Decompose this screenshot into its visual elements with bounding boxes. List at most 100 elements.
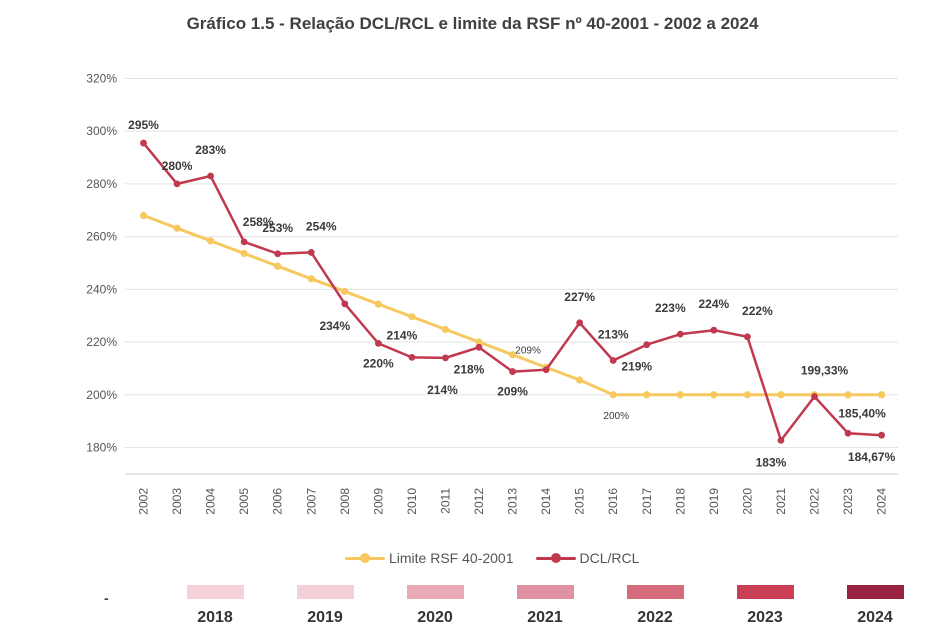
- dcl-point: [542, 366, 550, 374]
- x-tick-label: 2004: [204, 488, 218, 515]
- x-tick-label: 2005: [237, 488, 251, 515]
- year-label: 2024: [857, 609, 893, 626]
- legend-label-dcl: DCL/RCL: [579, 550, 640, 566]
- limit-point: [240, 249, 248, 258]
- legend-label-limit: Limite RSF 40-2001: [389, 550, 514, 566]
- limit-point: [408, 313, 416, 321]
- year-label: 2023: [747, 609, 783, 626]
- x-tick-label: 2008: [338, 488, 352, 515]
- year-label: 2021: [527, 609, 563, 626]
- x-tick-label: 2012: [472, 488, 486, 515]
- chart-title: Gráfico 1.5 - Relação DCL/RCL e limite d…: [186, 14, 759, 33]
- data-label: 280%: [162, 159, 193, 173]
- data-label: 295%: [128, 118, 159, 132]
- year-legend-item: 2019: [270, 585, 380, 627]
- dcl-point: [408, 353, 416, 361]
- x-tick-label: 2011: [438, 488, 452, 514]
- data-label: 258%: [243, 215, 274, 229]
- x-tick-label: 2006: [271, 488, 285, 515]
- data-label: 254%: [306, 219, 337, 233]
- x-tick-label: 2024: [875, 488, 889, 515]
- x-tick-label: 2014: [539, 488, 553, 515]
- series-legend: Limite RSF 40-2001 DCL/RCL: [345, 550, 661, 566]
- year-legend-dash: -: [104, 590, 109, 606]
- year-legend-item: 2022: [600, 585, 710, 627]
- limit-point: [777, 391, 785, 399]
- limit-point: [274, 262, 282, 270]
- data-label: 183%: [756, 455, 787, 469]
- data-label: 253%: [262, 221, 293, 235]
- legend-item-dcl: DCL/RCL: [535, 550, 640, 566]
- limit-point: [844, 391, 852, 399]
- data-label: 283%: [195, 143, 226, 157]
- data-label: 209%: [515, 345, 541, 356]
- limit-point: [307, 275, 315, 283]
- x-tick-label: 2016: [606, 488, 620, 515]
- x-tick-label: 2003: [170, 488, 184, 515]
- limit-point: [609, 391, 617, 399]
- data-label: 222%: [742, 304, 773, 318]
- data-label: 223%: [655, 301, 686, 315]
- year-swatch: [516, 585, 574, 599]
- data-label: 219%: [621, 360, 652, 374]
- data-label: 185,40%: [838, 406, 886, 420]
- limit-point: [676, 391, 684, 399]
- data-label: 184,67%: [848, 450, 896, 464]
- year-label: 2019: [307, 609, 343, 626]
- x-tick-label: 2020: [740, 488, 754, 515]
- limit-point: [475, 338, 483, 346]
- x-tick-label: 2009: [371, 488, 385, 515]
- limit-point: [139, 211, 148, 220]
- limit-point: [508, 351, 517, 359]
- data-label: 214%: [427, 383, 458, 397]
- limit-point: [441, 325, 450, 334]
- dcl-point: [777, 436, 785, 444]
- data-label: 209%: [497, 385, 528, 399]
- limit-point: [710, 391, 718, 399]
- legend-item-limit: Limite RSF 40-2001: [345, 550, 514, 566]
- legend-swatch-dcl: [535, 551, 576, 565]
- data-label: 218%: [454, 362, 485, 376]
- data-label: 200%: [603, 411, 629, 422]
- data-label: 199,33%: [801, 364, 849, 378]
- limit-point: [173, 224, 181, 232]
- dcl-point: [710, 326, 718, 334]
- year-legend-item: 2018: [160, 585, 270, 627]
- data-label: 213%: [598, 328, 629, 342]
- line-chart: 180% 200% 220% 240% 260% 280% 300% 320% 2002 2003…: [86, 71, 898, 515]
- dcl-point: [844, 429, 852, 437]
- x-tick-label: 2023: [841, 488, 855, 515]
- x-tick-label: 2002: [137, 488, 151, 515]
- x-tick-label: 2013: [506, 488, 520, 515]
- year-legend-item: 2024: [820, 585, 930, 627]
- y-tick-label: 180%: [86, 441, 117, 455]
- x-tick-label: 2007: [304, 488, 318, 515]
- y-tick-label: 280%: [86, 177, 117, 191]
- year-swatch: [406, 585, 464, 599]
- x-tick-label: 2017: [640, 488, 654, 515]
- dcl-point: [643, 341, 651, 349]
- year-swatch: [846, 585, 904, 599]
- data-label: 214%: [387, 328, 418, 342]
- year-legend-item: 2020: [380, 585, 490, 627]
- limit-point: [576, 376, 584, 384]
- y-tick-label: 200%: [86, 388, 117, 402]
- year-label: 2018: [197, 609, 233, 626]
- limit-point: [374, 300, 382, 308]
- dcl-point: [475, 343, 483, 351]
- year-legend-item: 2021: [490, 585, 600, 627]
- dcl-point: [878, 431, 885, 439]
- y-tick-label: 320%: [86, 71, 117, 85]
- dcl-point: [576, 319, 584, 327]
- legend-swatch-limit: [345, 551, 385, 565]
- year-legend-item: 2023: [710, 585, 820, 627]
- dcl-point: [173, 180, 181, 188]
- dcl-point: [140, 139, 147, 147]
- y-tick-label: 260%: [86, 230, 117, 244]
- year-label: 2022: [637, 609, 673, 626]
- dcl-point: [374, 339, 382, 347]
- year-swatch: [736, 585, 794, 599]
- data-label: 224%: [698, 297, 729, 311]
- dcl-point: [442, 354, 449, 362]
- data-label: 234%: [319, 319, 350, 333]
